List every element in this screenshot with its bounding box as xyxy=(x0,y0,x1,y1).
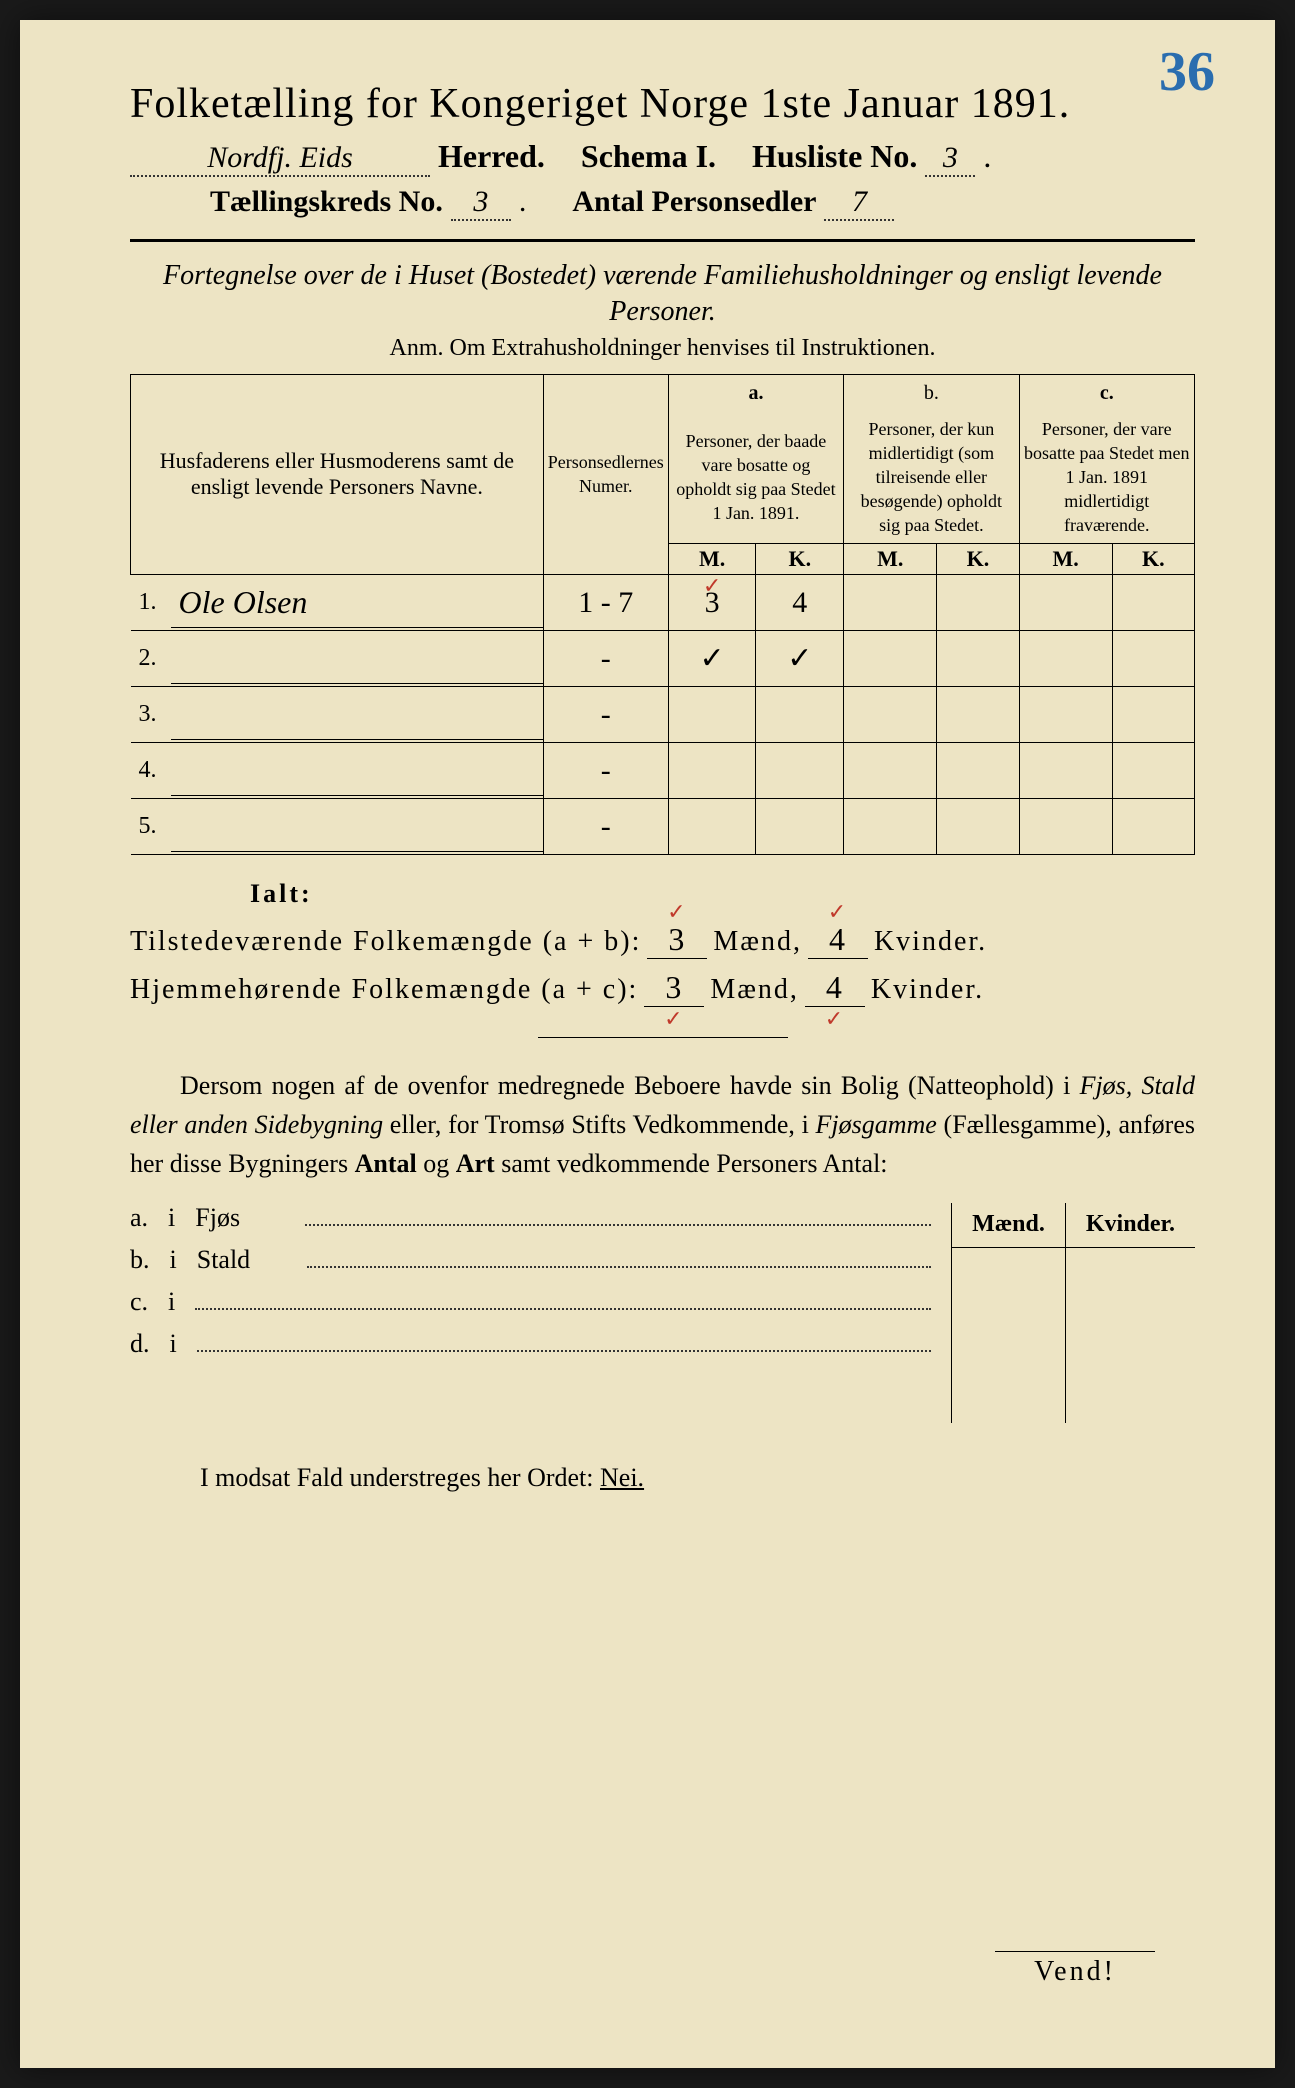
schema-label: Schema I. xyxy=(581,138,716,175)
building-kvinder-header: Kvinder. xyxy=(1065,1203,1195,1247)
col-a-m: M. xyxy=(668,543,756,574)
building-section: a. i Fjøs b. i Stald c. i d. i xyxy=(130,1203,1195,1423)
husliste-value: 3 xyxy=(925,141,975,177)
husliste-label: Husliste No. xyxy=(752,138,917,175)
table-row: 1. Ole Olsen 1 - 7 ✓3 4 xyxy=(131,575,1195,631)
building-row: d. i xyxy=(130,1329,931,1359)
col-a-k: K. xyxy=(756,543,844,574)
totals-present-m: ✓3 xyxy=(647,921,707,959)
table-body: 1. Ole Olsen 1 - 7 ✓3 4 2. - ✓ ✓ 3. - xyxy=(131,575,1195,855)
building-mk-table: Mænd. Kvinder. xyxy=(951,1203,1195,1423)
antal-value: 7 xyxy=(824,185,894,221)
herred-value: Nordfj. Eids xyxy=(130,141,430,177)
col-numer-header: Personsedlernes Numer. xyxy=(543,374,668,574)
col-b-k: K. xyxy=(937,543,1019,574)
col-a-header: Personer, der baade vare bosatte og opho… xyxy=(668,411,843,544)
building-paragraph: Dersom nogen af de ovenfor medregnede Be… xyxy=(130,1066,1195,1183)
header-line-1: Nordfj. Eids Herred. Schema I. Husliste … xyxy=(130,138,1195,177)
table-row: 5. - xyxy=(131,799,1195,855)
totals-present-k: ✓4 xyxy=(808,921,868,959)
building-maend-header: Mænd. xyxy=(952,1203,1066,1247)
col-c-k: K. xyxy=(1112,543,1194,574)
totals-resident-m: 3✓ xyxy=(644,969,704,1007)
divider xyxy=(130,239,1195,242)
col-b-label: b. xyxy=(844,374,1019,411)
building-row: b. i Stald xyxy=(130,1245,931,1275)
tallingskreds-value: 3 xyxy=(451,185,511,221)
herred-label: Herred. xyxy=(438,138,545,175)
page-number-annotation: 36 xyxy=(1159,40,1215,104)
table-row: 2. - ✓ ✓ xyxy=(131,631,1195,687)
totals-resident: Hjemmehørende Folkemængde (a + c): 3✓ Mæ… xyxy=(130,969,1195,1007)
totals-resident-k: 4✓ xyxy=(805,969,865,1007)
header-line-2: Tællingskreds No. 3 . Antal Personsedler… xyxy=(130,185,1195,221)
modsat-line: I modsat Fald understreges her Ordet: Ne… xyxy=(130,1463,1195,1493)
col-names-header: Husfaderens eller Husmoderens samt de en… xyxy=(131,374,544,574)
vend-label: Vend! xyxy=(995,1951,1155,1988)
subtitle: Fortegnelse over de i Huset (Bostedet) v… xyxy=(130,258,1195,331)
form-title: Folketælling for Kongeriget Norge 1ste J… xyxy=(130,80,1195,128)
col-c-label: c. xyxy=(1019,374,1194,411)
antal-label: Antal Personsedler xyxy=(572,185,816,219)
totals-present: Tilstedeværende Folkemængde (a + b): ✓3 … xyxy=(130,921,1195,959)
building-row: c. i xyxy=(130,1287,931,1317)
col-b-m: M. xyxy=(844,543,937,574)
col-a-label: a. xyxy=(668,374,843,411)
table-row: 4. - xyxy=(131,743,1195,799)
mid-divider xyxy=(538,1037,788,1038)
annotation-note: Anm. Om Extrahusholdninger henvises til … xyxy=(130,335,1195,362)
col-c-header: Personer, der vare bosatte paa Stedet me… xyxy=(1019,411,1194,544)
tallingskreds-label: Tællingskreds No. xyxy=(210,185,443,219)
household-table: Husfaderens eller Husmoderens samt de en… xyxy=(130,374,1195,855)
nei-word: Nei. xyxy=(600,1463,644,1492)
ialt-label: Ialt: xyxy=(250,879,1195,909)
building-row: a. i Fjøs xyxy=(130,1203,931,1233)
col-b-header: Personer, der kun midlertidigt (som tilr… xyxy=(844,411,1019,544)
census-form-page: 36 Folketælling for Kongeriget Norge 1st… xyxy=(20,20,1275,2068)
col-c-m: M. xyxy=(1019,543,1112,574)
table-row: 3. - xyxy=(131,687,1195,743)
